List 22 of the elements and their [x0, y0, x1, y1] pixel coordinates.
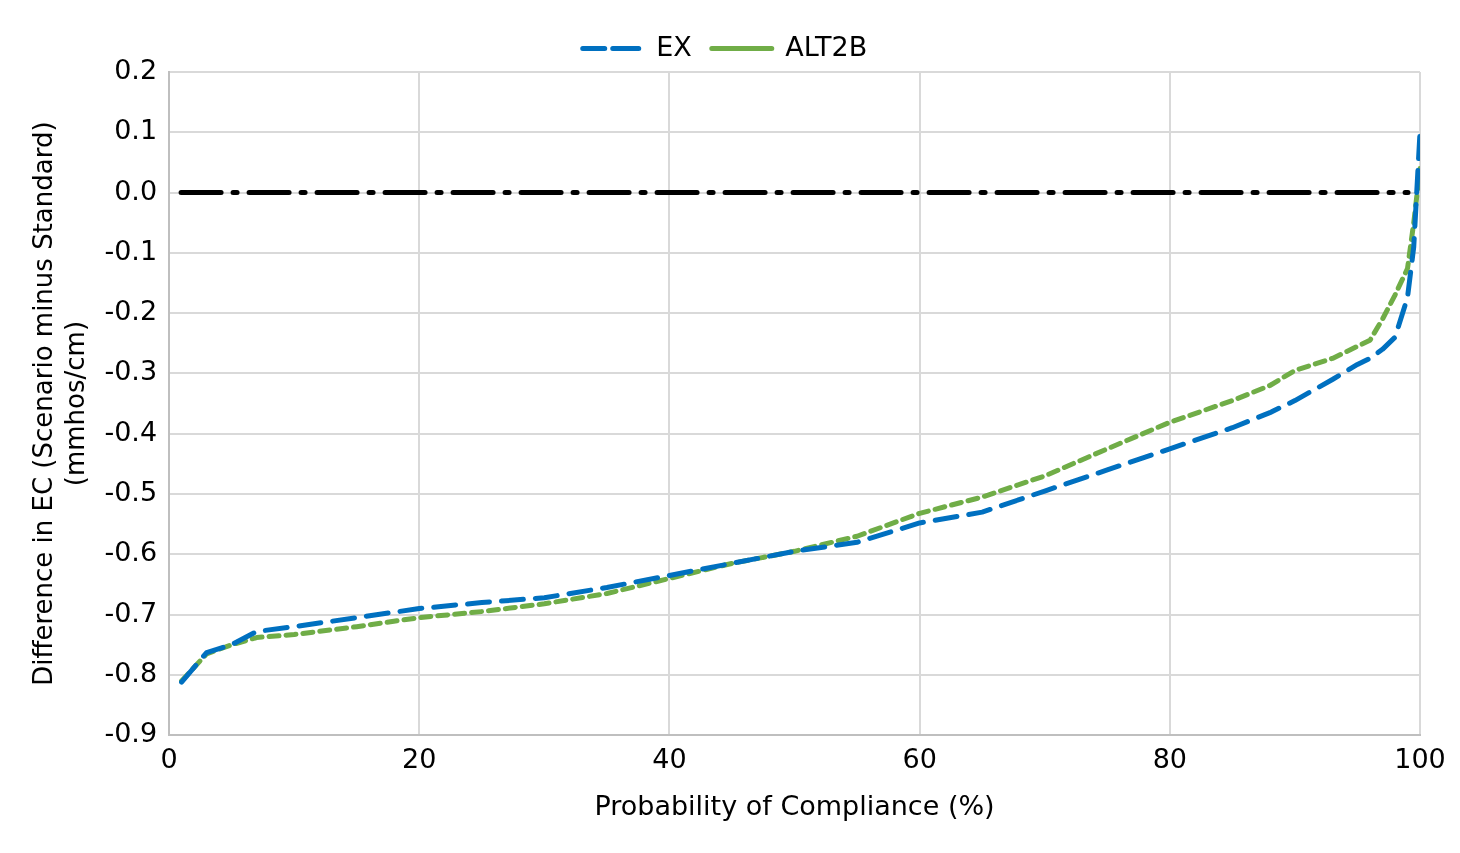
legend-label: EX — [656, 30, 692, 62]
y-tick-label: -0.4 — [104, 415, 158, 447]
x-tick-label: 0 — [160, 743, 178, 775]
x-tick-label: 20 — [402, 743, 437, 775]
y-tick-label: 0.1 — [114, 114, 158, 146]
y-tick-label: 0.0 — [114, 174, 158, 206]
x-tick-label: 80 — [1152, 743, 1187, 775]
y-tick-label: -0.2 — [104, 295, 158, 327]
y-tick-label: -0.5 — [104, 476, 158, 508]
y-tick-label: -0.9 — [104, 717, 158, 749]
y-tick-label: -0.6 — [104, 536, 158, 568]
x-tick-label: 40 — [652, 743, 687, 775]
x-tick-label: 60 — [902, 743, 937, 775]
y-tick-label: 0.2 — [114, 54, 158, 86]
y-axis-title: Difference in EC (Scenario minus Standard) (mmhos/cm) — [28, 121, 90, 686]
x-axis-title: Probability of Compliance (%) — [594, 789, 995, 821]
legend-label: ALT2B — [785, 30, 868, 62]
y-tick-label: -0.3 — [104, 355, 158, 387]
y-tick-label: -0.7 — [104, 596, 158, 628]
x-tick-label: 100 — [1394, 743, 1446, 775]
y-tick-label: -0.1 — [104, 234, 158, 266]
y-tick-label: -0.8 — [104, 656, 158, 688]
